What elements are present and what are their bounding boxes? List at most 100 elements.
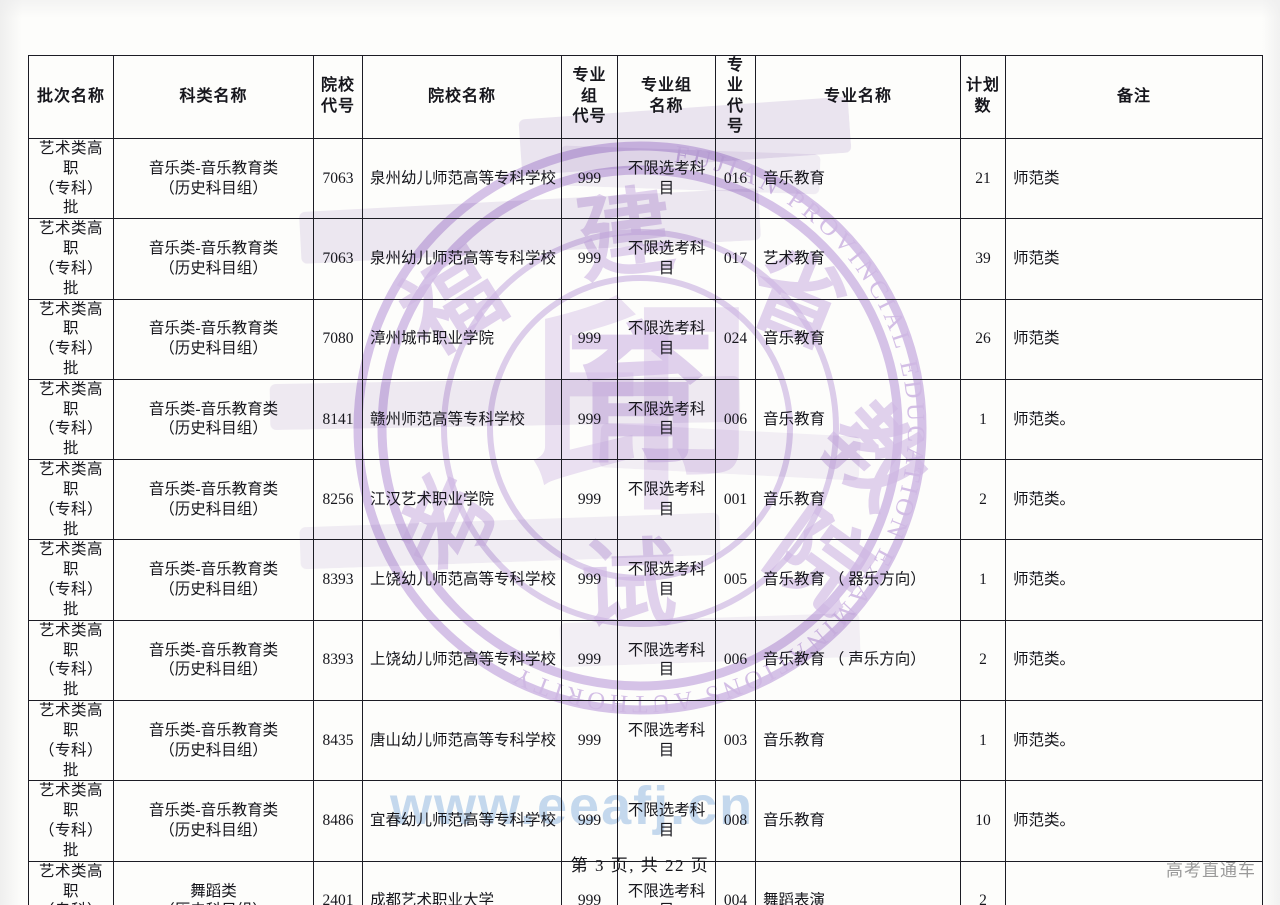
cell-subject: 音乐类-音乐教育类 （历史科目组） bbox=[113, 539, 314, 621]
cell-major-name: 音乐教育 bbox=[755, 780, 961, 862]
cell-subject: 音乐类-音乐教育类 （历史科目组） bbox=[113, 218, 314, 300]
cell-batch: 艺术类高职 （专科）批 bbox=[28, 780, 114, 862]
cell-group-name: 不限选考科目 bbox=[617, 780, 716, 862]
cell-subject: 音乐类-音乐教育类 （历史科目组） bbox=[113, 780, 314, 862]
cell-group-code: 999 bbox=[561, 860, 618, 905]
cell-group-name: 不限选考科目 bbox=[617, 137, 716, 220]
cell-group-code: 999 bbox=[561, 539, 618, 621]
cell-group-name: 不限选考科目 bbox=[617, 459, 716, 541]
cell-inst-name: 漳州城市职业学院 bbox=[362, 298, 562, 380]
cell-major-code: 006 bbox=[715, 619, 756, 702]
column-header-major-name: 专业名称 bbox=[755, 55, 961, 139]
cell-major-code: 006 bbox=[715, 378, 756, 461]
cell-plan-count: 2 bbox=[960, 860, 1006, 905]
cell-subject: 音乐类-音乐教育类 （历史科目组） bbox=[113, 700, 314, 782]
column-header-group-code: 专业组 代号 bbox=[561, 55, 618, 139]
cell-major-name: 音乐教育 bbox=[755, 298, 961, 380]
column-header-remark: 备注 bbox=[1005, 55, 1263, 139]
cell-major-name: 音乐教育 bbox=[755, 378, 961, 461]
column-header-batch: 批次名称 bbox=[28, 55, 114, 139]
cell-major-name: 音乐教育 （ 器乐方向） bbox=[755, 539, 961, 621]
table-header-row: 批次名称 科类名称 院校 代号 院校名称 专业组 代号 专业组 名称 专业 代号… bbox=[28, 55, 1263, 139]
cell-group-name: 不限选考科目 bbox=[617, 860, 716, 905]
cell-major-name: 艺术教育 bbox=[755, 218, 961, 300]
column-header-inst-code: 院校 代号 bbox=[313, 55, 363, 139]
page-number-footer: 第 3 页, 共 22 页 bbox=[570, 856, 710, 875]
cell-group-code: 999 bbox=[561, 378, 618, 461]
column-header-group-name: 专业组 名称 bbox=[617, 55, 716, 139]
cell-inst-code: 8486 bbox=[313, 780, 363, 862]
cell-remark: 师范类。 bbox=[1005, 619, 1263, 702]
cell-inst-name: 宜春幼儿师范高等专科学校 bbox=[362, 780, 562, 862]
cell-group-name: 不限选考科目 bbox=[617, 378, 716, 461]
cell-group-code: 999 bbox=[561, 780, 618, 862]
cell-inst-name: 上饶幼儿师范高等专科学校 bbox=[362, 619, 562, 702]
cell-batch: 艺术类高职 （专科）批 bbox=[28, 137, 114, 220]
cell-inst-code: 7063 bbox=[313, 137, 363, 220]
cell-inst-code: 7063 bbox=[313, 218, 363, 300]
cell-subject: 音乐类-音乐教育类 （历史科目组） bbox=[113, 459, 314, 541]
cell-subject: 音乐类-音乐教育类 （历史科目组） bbox=[113, 298, 314, 380]
cell-inst-code: 8256 bbox=[313, 459, 363, 541]
cell-batch: 艺术类高职 （专科）批 bbox=[28, 539, 114, 621]
table-row: 艺术类高职 （专科）批 音乐类-音乐教育类 （历史科目组） 7063 泉州幼儿师范高等… bbox=[28, 137, 1263, 220]
column-header-plan-count: 计划 数 bbox=[960, 55, 1006, 139]
cell-plan-count: 10 bbox=[960, 780, 1006, 862]
cell-group-name: 不限选考科目 bbox=[617, 619, 716, 702]
cell-inst-name: 唐山幼儿师范高等专科学校 bbox=[362, 700, 562, 782]
cell-batch: 艺术类高职 （专科）批 bbox=[28, 459, 114, 541]
cell-plan-count: 21 bbox=[960, 137, 1006, 220]
brand-label: 高考直通车 bbox=[1166, 861, 1256, 880]
cell-batch: 艺术类高职 （专科）批 bbox=[28, 378, 114, 461]
cell-group-name: 不限选考科目 bbox=[617, 700, 716, 782]
cell-inst-name: 江汉艺术职业学院 bbox=[362, 459, 562, 541]
cell-group-code: 999 bbox=[561, 298, 618, 380]
cell-major-code: 005 bbox=[715, 539, 756, 621]
cell-group-code: 999 bbox=[561, 459, 618, 541]
cell-group-name: 不限选考科目 bbox=[617, 298, 716, 380]
cell-inst-name: 上饶幼儿师范高等专科学校 bbox=[362, 539, 562, 621]
cell-major-name: 音乐教育 bbox=[755, 700, 961, 782]
cell-plan-count: 1 bbox=[960, 539, 1006, 621]
cell-plan-count: 1 bbox=[960, 700, 1006, 782]
cell-major-name: 音乐教育 （ 声乐方向） bbox=[755, 619, 961, 702]
cell-group-name: 不限选考科目 bbox=[617, 539, 716, 621]
admission-plan-table-host: 批次名称 科类名称 院校 代号 院校名称 专业组 代号 专业组 名称 专业 代号… bbox=[28, 55, 1263, 905]
cell-subject: 音乐类-音乐教育类 （历史科目组） bbox=[113, 137, 314, 220]
cell-major-name: 舞蹈表演 bbox=[755, 860, 961, 905]
cell-batch: 艺术类高职 （专科）批 bbox=[28, 298, 114, 380]
table-row: 艺术类高职 （专科）批舞蹈类 （历史科目组）2401成都艺术职业大学999不限选… bbox=[28, 860, 1263, 905]
cell-inst-code: 8393 bbox=[313, 619, 363, 702]
cell-remark: 师范类 bbox=[1005, 298, 1263, 380]
cell-plan-count: 39 bbox=[960, 218, 1006, 300]
cell-major-name: 音乐教育 bbox=[755, 459, 961, 541]
cell-inst-code: 8435 bbox=[313, 700, 363, 782]
cell-inst-name: 泉州幼儿师范高等专科学校 bbox=[362, 137, 562, 220]
cell-plan-count: 1 bbox=[960, 378, 1006, 461]
cell-subject: 音乐类-音乐教育类 （历史科目组） bbox=[113, 619, 314, 702]
cell-subject: 舞蹈类 （历史科目组） bbox=[113, 860, 314, 905]
cell-inst-code: 2401 bbox=[313, 860, 363, 905]
table-header: 批次名称 科类名称 院校 代号 院校名称 专业组 代号 专业组 名称 专业 代号… bbox=[28, 55, 1263, 139]
table-row: 艺术类高职 （专科）批 音乐类-音乐教育类 （历史科目组） 8256 江汉艺术职业学院… bbox=[28, 459, 1263, 541]
cell-major-name: 音乐教育 bbox=[755, 137, 961, 220]
cell-group-code: 999 bbox=[561, 137, 618, 220]
cell-major-code: 024 bbox=[715, 298, 756, 380]
cell-subject: 音乐类-音乐教育类 （历史科目组） bbox=[113, 378, 314, 461]
table-row: 艺术类高职 （专科）批 音乐类-音乐教育类 （历史科目组） 8393 上饶幼儿师范高等… bbox=[28, 619, 1263, 702]
cell-major-code: 008 bbox=[715, 780, 756, 862]
cell-major-code: 016 bbox=[715, 137, 756, 220]
cell-plan-count: 2 bbox=[960, 459, 1006, 541]
cell-batch: 艺术类高职 （专科）批 bbox=[28, 619, 114, 702]
cell-remark: 师范类。 bbox=[1005, 780, 1263, 862]
cell-remark: 师范类 bbox=[1005, 137, 1263, 220]
admission-plan-table: 批次名称 科类名称 院校 代号 院校名称 专业组 代号 专业组 名称 专业 代号… bbox=[28, 55, 1263, 905]
cell-group-code: 999 bbox=[561, 619, 618, 702]
table-row: 艺术类高职 （专科）批 音乐类-音乐教育类 （历史科目组） 7063 泉州幼儿师范高等… bbox=[28, 218, 1263, 300]
cell-inst-name: 成都艺术职业大学 bbox=[362, 860, 562, 905]
column-header-major-code: 专业 代号 bbox=[715, 55, 756, 139]
cell-group-name: 不限选考科目 bbox=[617, 218, 716, 300]
cell-plan-count: 26 bbox=[960, 298, 1006, 380]
cell-inst-code: 7080 bbox=[313, 298, 363, 380]
